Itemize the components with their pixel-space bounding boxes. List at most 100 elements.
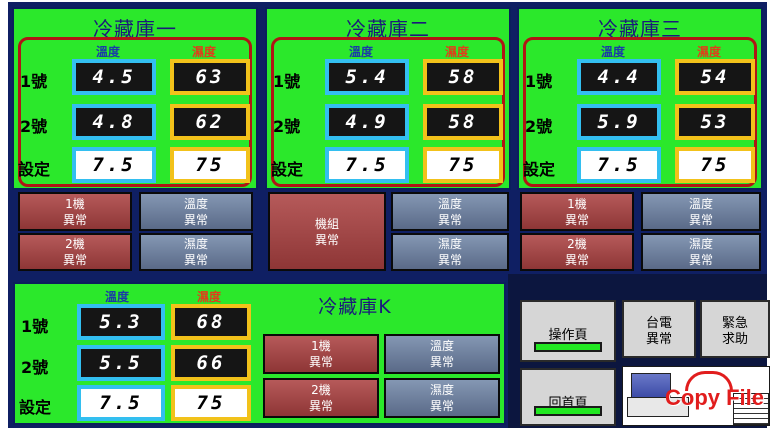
machine1-alarm-button[interactable]: 1機 異常	[263, 334, 379, 374]
alarm-line-2: 異常	[688, 253, 713, 267]
sensor-label: 1號	[20, 72, 48, 91]
machine2-alarm-button[interactable]: 2機 異常	[520, 233, 634, 271]
temp-display: 5.4	[325, 59, 409, 95]
copy-file-label: Copy File	[665, 385, 765, 410]
temp-header: 溫度	[349, 45, 374, 59]
alarm-line-2: 異常	[314, 232, 339, 247]
machine2-alarm-button[interactable]: 2機異常	[263, 378, 379, 418]
status-indicator	[534, 342, 602, 352]
button-label-2: 求助	[721, 332, 748, 347]
highlight-frame	[18, 37, 252, 187]
temp-alarm-button[interactable]: 溫度 異常	[384, 334, 500, 374]
status-indicator	[534, 406, 602, 416]
room-panel-3: 冷藏庫三 溫度 濕度 1號 4.4 54 2號 5.9 53 設定 7.5 75	[517, 7, 763, 190]
hum-setpoint-input[interactable]: 75	[675, 147, 755, 183]
alarm-line-2: 異常	[62, 212, 87, 227]
sensor-label: 2號	[20, 117, 48, 136]
temp-header: 溫度	[601, 45, 626, 59]
document-icon	[733, 393, 769, 425]
alarm-line-1: 機組	[314, 216, 339, 231]
sensor-label: 1號	[21, 317, 49, 336]
hum-alarm-button[interactable]: 濕度 異常	[139, 233, 253, 271]
alarm-line-1: 2機	[311, 383, 331, 397]
sensor-label: 1號	[525, 72, 553, 91]
hum-setpoint-input[interactable]: 75	[170, 147, 250, 183]
sensor-label: 2號	[21, 358, 49, 377]
alarm-line-1: 1機	[567, 196, 587, 211]
alarm-line-2: 異常	[429, 355, 454, 369]
setpoint-label: 設定	[19, 398, 52, 417]
alarm-line-1: 溫度	[183, 196, 208, 211]
hum-display: 54	[675, 59, 755, 95]
unit-alarm-button[interactable]: 機組 異常	[268, 192, 386, 271]
temp-display: 5.3	[77, 304, 165, 340]
copy-file-button[interactable]: Copy File	[622, 366, 770, 426]
sensor-label: 2號	[525, 117, 553, 136]
hum-setpoint-input[interactable]: 75	[423, 147, 503, 183]
temp-setpoint-input[interactable]: 7.5	[325, 147, 409, 183]
hum-display: 58	[423, 59, 503, 95]
hum-alarm-button[interactable]: 濕度 異常	[391, 233, 509, 271]
temp-display: 5.5	[77, 345, 165, 381]
button-label-2: 異常	[645, 332, 672, 347]
machine1-alarm-button[interactable]: 1機 異常	[520, 192, 634, 231]
temp-display: 4.5	[72, 59, 156, 95]
temp-alarm-button[interactable]: 溫度 異常	[139, 192, 253, 231]
temp-setpoint-input[interactable]: 7.5	[72, 147, 156, 183]
hum-header: 濕度	[192, 45, 217, 59]
room-panel-1: 冷藏庫一 溫度 濕度 1號 4.5 63 2號 4.8 62 設定 7.5 75	[12, 7, 258, 190]
hum-display: 53	[675, 104, 755, 140]
emergency-help-button[interactable]: 緊急 求助	[700, 300, 770, 358]
room-title: 冷藏庫K	[318, 296, 392, 318]
machine2-alarm-button[interactable]: 2機異常	[18, 233, 132, 271]
alarm-line-1: 溫度	[688, 196, 713, 211]
alarm-line-1: 溫度	[437, 196, 462, 211]
hum-header: 濕度	[445, 45, 470, 59]
temp-alarm-button[interactable]: 溫度 異常	[391, 192, 509, 231]
home-page-button[interactable]: 回首頁	[520, 368, 616, 426]
hum-display: 62	[170, 104, 250, 140]
hum-alarm-button[interactable]: 濕度 異常	[384, 378, 500, 418]
temp-display: 4.8	[72, 104, 156, 140]
button-label: 操作頁	[548, 328, 588, 343]
temp-display: 4.4	[577, 59, 661, 95]
alarm-line-2: 異常	[62, 253, 87, 267]
alarm-line-1: 1機	[65, 196, 85, 211]
alarm-line-1: 濕度	[429, 383, 454, 397]
hum-header: 濕度	[697, 45, 722, 59]
temp-display: 5.9	[577, 104, 661, 140]
alarm-line-1: 2機	[567, 237, 587, 251]
temp-alarm-button[interactable]: 溫度 異常	[641, 192, 761, 231]
alarm-line-1: 濕度	[183, 237, 208, 251]
button-label-1: 緊急	[721, 316, 748, 331]
temp-display: 4.9	[325, 104, 409, 140]
temp-header: 溫度	[96, 45, 121, 59]
machine1-alarm-button[interactable]: 1機 異常	[18, 192, 132, 231]
temp-setpoint-input[interactable]: 7.5	[577, 147, 661, 183]
alarm-line-1: 2機	[65, 237, 85, 251]
hum-setpoint-input[interactable]: 75	[171, 385, 251, 421]
hum-display: 63	[170, 59, 250, 95]
alarm-line-2: 異常	[308, 355, 333, 369]
alarm-line-2: 異常	[183, 253, 208, 267]
operation-page-button[interactable]: 操作頁	[520, 300, 616, 362]
power-alarm-button[interactable]: 台電 異常	[622, 300, 696, 358]
alarm-line-2: 異常	[437, 253, 462, 267]
setpoint-label: 設定	[523, 160, 556, 179]
setpoint-label: 設定	[271, 160, 304, 179]
highlight-frame	[523, 37, 757, 187]
alarm-line-2: 異常	[308, 399, 333, 413]
hum-display: 68	[171, 304, 251, 340]
sensor-label: 1號	[273, 72, 301, 91]
alarm-line-2: 異常	[564, 212, 589, 227]
temp-header: 溫度	[105, 290, 130, 304]
alarm-line-1: 濕度	[437, 237, 462, 251]
hum-alarm-button[interactable]: 濕度 異常	[641, 233, 761, 271]
button-label-1: 台電	[645, 316, 672, 331]
alarm-line-1: 濕度	[688, 237, 713, 251]
hum-header: 濕度	[197, 290, 222, 304]
temp-setpoint-input[interactable]: 7.5	[77, 385, 165, 421]
alarm-line-1: 溫度	[429, 339, 454, 353]
alarm-line-2: 異常	[183, 212, 208, 227]
